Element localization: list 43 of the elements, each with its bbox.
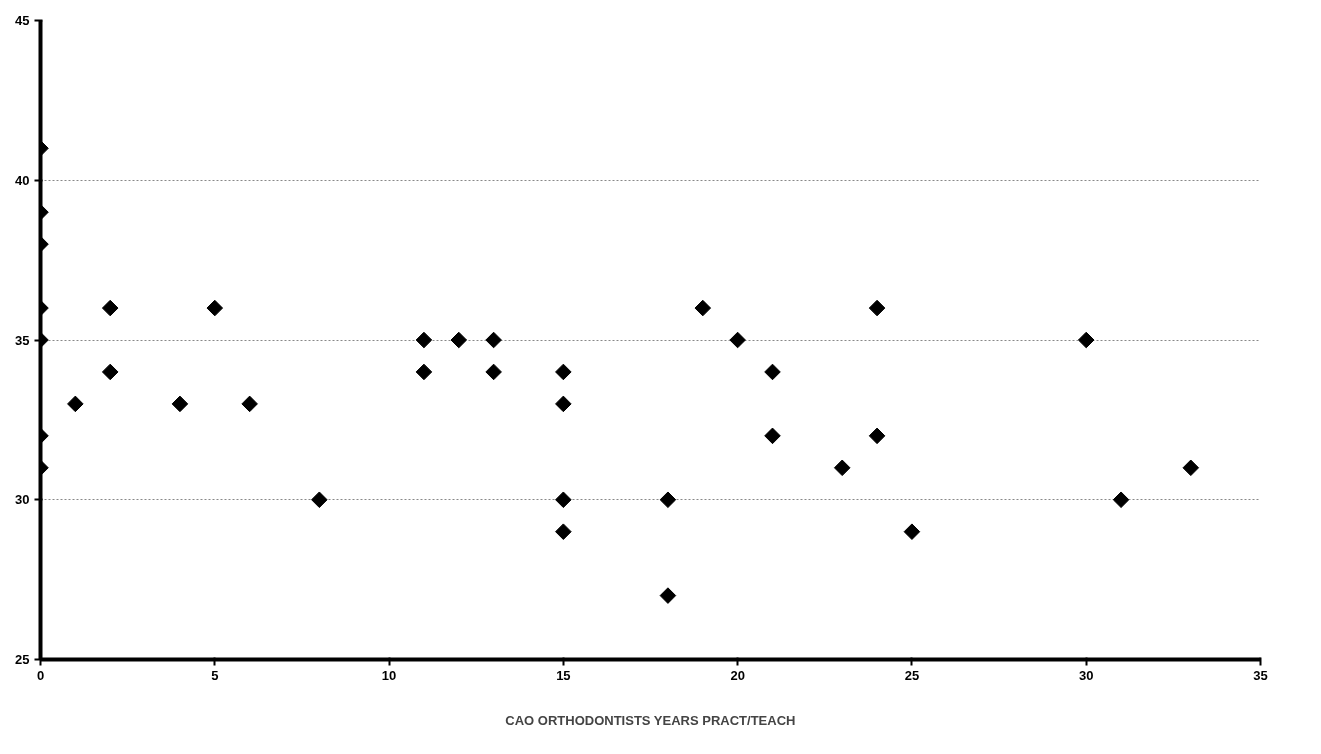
point — [67, 395, 84, 413]
point — [101, 299, 119, 317]
point — [171, 395, 189, 413]
point — [206, 299, 224, 317]
point — [101, 363, 119, 381]
point — [485, 331, 502, 349]
x-tick-label: 5 — [211, 667, 219, 683]
point — [555, 395, 572, 413]
x-tick-label: 20 — [730, 667, 745, 683]
point — [764, 427, 781, 445]
x-tick-label: 0 — [36, 667, 45, 683]
point — [485, 363, 502, 381]
point — [694, 299, 712, 317]
point — [659, 587, 677, 604]
point — [1112, 491, 1130, 509]
y-tick-label: 45 — [15, 13, 30, 28]
point — [868, 299, 886, 317]
y-tick-label: 35 — [15, 332, 30, 348]
point — [241, 395, 258, 413]
point — [415, 363, 433, 381]
point — [450, 331, 468, 349]
point — [1182, 459, 1200, 477]
point — [311, 491, 328, 509]
y-tick-label: 40 — [15, 172, 30, 188]
point — [1077, 331, 1095, 349]
x-tick-label: 15 — [556, 667, 571, 683]
point — [903, 523, 921, 540]
x-tick-label: 25 — [904, 667, 920, 683]
point — [415, 331, 433, 349]
point — [555, 523, 572, 540]
x-tick-label: 30 — [1078, 667, 1094, 683]
x-tick-label: 10 — [381, 667, 397, 683]
point — [555, 363, 572, 381]
point — [659, 491, 677, 509]
point — [764, 363, 781, 381]
point — [729, 331, 746, 349]
x-axis-title: CAO ORTHODONTISTS YEARS PRACT/TEACH — [505, 712, 796, 728]
point — [555, 491, 572, 509]
y-tick-label: 25 — [15, 652, 30, 667]
x-tick-label: 35 — [1253, 667, 1268, 683]
y-tick-label: 30 — [15, 492, 30, 508]
point — [868, 427, 886, 445]
point — [833, 459, 851, 477]
